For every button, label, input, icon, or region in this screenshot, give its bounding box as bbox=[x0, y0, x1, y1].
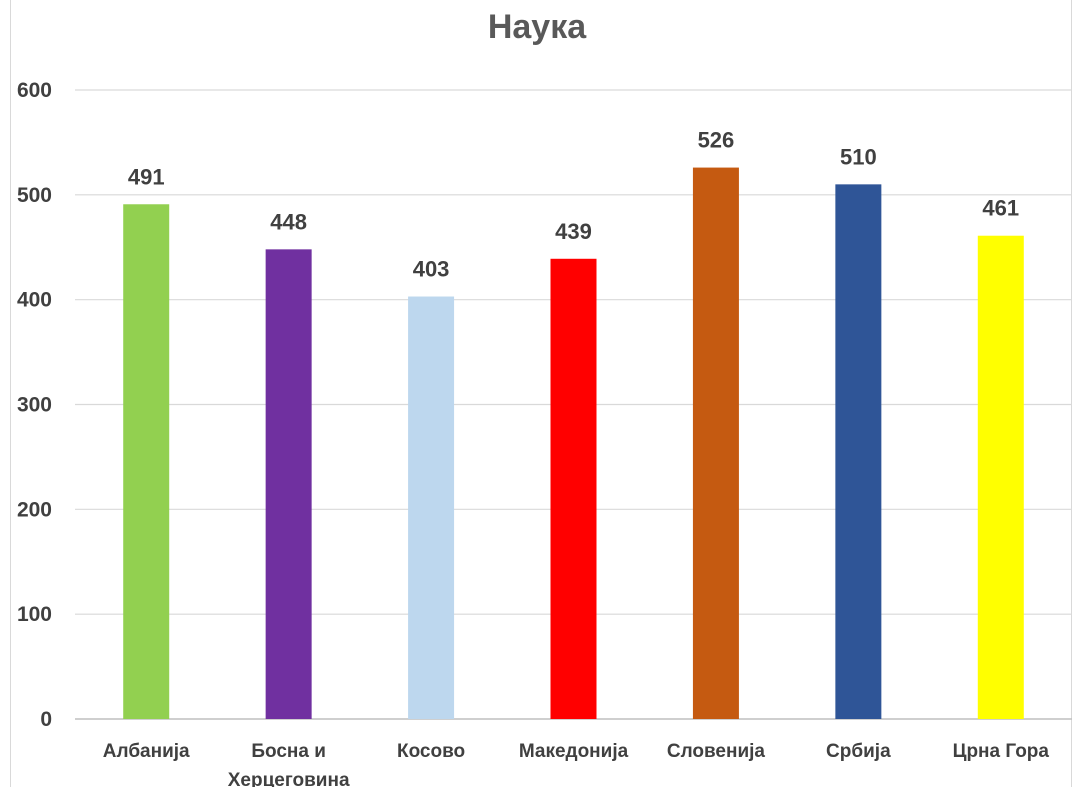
x-tick-label: Косово bbox=[397, 741, 465, 762]
bar bbox=[265, 249, 312, 719]
y-tick-label: 100 bbox=[17, 603, 52, 626]
bar bbox=[123, 204, 170, 720]
y-tick-label: 600 bbox=[17, 79, 52, 102]
data-label: 439 bbox=[555, 219, 592, 244]
data-label: 510 bbox=[840, 144, 877, 169]
data-label: 526 bbox=[698, 128, 735, 153]
y-tick-label: 500 bbox=[17, 184, 52, 207]
y-tick-label: 300 bbox=[17, 394, 52, 417]
y-tick-label: 400 bbox=[17, 289, 52, 312]
bar bbox=[835, 184, 882, 720]
x-tick-label: Словенија bbox=[667, 741, 766, 762]
x-tick-label: Херцеговина bbox=[228, 770, 350, 787]
chart-title: Наука bbox=[487, 8, 587, 46]
bar bbox=[977, 235, 1024, 720]
y-tick-label: 0 bbox=[40, 708, 52, 731]
data-label: 461 bbox=[982, 196, 1019, 221]
data-label: 403 bbox=[413, 257, 450, 282]
data-label: 448 bbox=[270, 209, 307, 234]
y-tick-label: 200 bbox=[17, 498, 52, 521]
x-tick-label: Србија bbox=[826, 741, 891, 762]
chart-frame-left bbox=[10, 0, 11, 787]
x-tick-label: Македонија bbox=[519, 741, 629, 762]
chart-frame-right bbox=[1071, 0, 1072, 787]
bar bbox=[408, 296, 455, 719]
x-tick-label: Албанија bbox=[103, 741, 190, 762]
data-label: 491 bbox=[128, 164, 165, 189]
bar bbox=[692, 167, 739, 719]
x-tick-label: Босна и bbox=[251, 741, 326, 762]
x-tick-label: Црна Гора bbox=[953, 741, 1050, 762]
bar bbox=[550, 258, 597, 719]
